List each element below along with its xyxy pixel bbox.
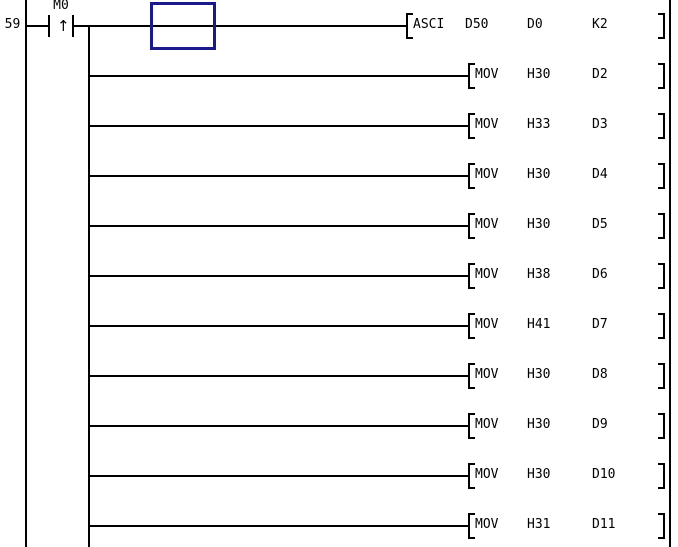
instruction-operand-2[interactable]: D5 bbox=[592, 217, 608, 232]
instruction-close-bracket bbox=[658, 163, 665, 189]
instruction-open-bracket bbox=[468, 463, 475, 489]
instruction-open-bracket bbox=[468, 213, 475, 239]
instruction-close-bracket bbox=[658, 413, 665, 439]
instruction-open-bracket bbox=[468, 163, 475, 189]
rung-wire-branch bbox=[88, 275, 468, 277]
left-power-rail bbox=[25, 0, 27, 547]
rung-wire-branch bbox=[88, 525, 468, 527]
contact-m0[interactable]: ↑ bbox=[48, 15, 74, 37]
instruction-close-bracket bbox=[658, 63, 665, 89]
instruction-operand-1[interactable]: D50 bbox=[465, 17, 489, 32]
instruction-close-bracket bbox=[658, 313, 665, 339]
instruction-mnemonic[interactable]: MOV bbox=[475, 217, 499, 232]
instruction-mnemonic[interactable]: MOV bbox=[475, 117, 499, 132]
instruction-operand-3[interactable]: K2 bbox=[592, 17, 608, 32]
rung-number-59: 59 bbox=[4, 17, 21, 32]
selection-cursor-box[interactable] bbox=[150, 2, 216, 50]
instruction-open-bracket bbox=[468, 313, 475, 339]
instruction-operand-2[interactable]: D4 bbox=[592, 167, 608, 182]
contact-left-bar bbox=[48, 15, 50, 37]
instruction-mnemonic[interactable]: MOV bbox=[475, 367, 499, 382]
instruction-mnemonic[interactable]: MOV bbox=[475, 67, 499, 82]
instruction-mnemonic[interactable]: MOV bbox=[475, 317, 499, 332]
instruction-operand-1[interactable]: H31 bbox=[527, 517, 551, 532]
instruction-close-bracket bbox=[658, 363, 665, 389]
branch-bus-vertical-line bbox=[88, 25, 90, 547]
instruction-operand-2[interactable]: D3 bbox=[592, 117, 608, 132]
instruction-close-bracket bbox=[658, 463, 665, 489]
instruction-close-bracket bbox=[658, 113, 665, 139]
instruction-operand-2[interactable]: D7 bbox=[592, 317, 608, 332]
instruction-operand-1[interactable]: H33 bbox=[527, 117, 551, 132]
rung-wire-branch bbox=[88, 225, 468, 227]
up-arrow-icon: ↑ bbox=[57, 17, 70, 35]
instruction-operand-1[interactable]: H30 bbox=[527, 217, 551, 232]
instruction-operand-1[interactable]: H30 bbox=[527, 417, 551, 432]
instruction-mnemonic[interactable]: MOV bbox=[475, 467, 499, 482]
rung-wire-contact-to-instruction bbox=[74, 25, 406, 27]
instruction-open-bracket bbox=[406, 13, 413, 39]
instruction-open-bracket bbox=[468, 513, 475, 539]
instruction-mnemonic[interactable]: MOV bbox=[475, 167, 499, 182]
instruction-operand-2[interactable]: D9 bbox=[592, 417, 608, 432]
contact-right-bar bbox=[72, 15, 74, 37]
instruction-open-bracket bbox=[468, 363, 475, 389]
instruction-close-bracket bbox=[658, 213, 665, 239]
instruction-open-bracket bbox=[468, 63, 475, 89]
rung-wire-branch bbox=[88, 325, 468, 327]
instruction-operand-2[interactable]: D0 bbox=[527, 17, 543, 32]
instruction-operand-2[interactable]: D2 bbox=[592, 67, 608, 82]
instruction-open-bracket bbox=[468, 263, 475, 289]
rung-wire-branch bbox=[88, 475, 468, 477]
instruction-operand-2[interactable]: D8 bbox=[592, 367, 608, 382]
instruction-operand-1[interactable]: H30 bbox=[527, 67, 551, 82]
rung-wire-branch bbox=[88, 175, 468, 177]
instruction-mnemonic[interactable]: MOV bbox=[475, 517, 499, 532]
instruction-operand-2[interactable]: D6 bbox=[592, 267, 608, 282]
rung-wire-branch bbox=[88, 75, 468, 77]
instruction-mnemonic[interactable]: ASCI bbox=[413, 17, 445, 32]
instruction-open-bracket bbox=[468, 413, 475, 439]
instruction-close-bracket bbox=[658, 513, 665, 539]
instruction-mnemonic[interactable]: MOV bbox=[475, 417, 499, 432]
contact-label-m0: M0 bbox=[53, 0, 69, 13]
rung-wire-rail-to-contact bbox=[25, 25, 48, 27]
instruction-close-bracket bbox=[658, 13, 665, 39]
instruction-operand-2[interactable]: D10 bbox=[592, 467, 616, 482]
instruction-open-bracket bbox=[468, 113, 475, 139]
instruction-operand-1[interactable]: H38 bbox=[527, 267, 551, 282]
instruction-mnemonic[interactable]: MOV bbox=[475, 267, 499, 282]
instruction-close-bracket bbox=[658, 263, 665, 289]
rung-wire-branch bbox=[88, 125, 468, 127]
rung-wire-branch bbox=[88, 375, 468, 377]
right-power-rail bbox=[669, 0, 671, 547]
instruction-operand-1[interactable]: H30 bbox=[527, 367, 551, 382]
instruction-operand-1[interactable]: H30 bbox=[527, 467, 551, 482]
instruction-operand-1[interactable]: H30 bbox=[527, 167, 551, 182]
instruction-operand-2[interactable]: D11 bbox=[592, 517, 616, 532]
rung-wire-branch bbox=[88, 425, 468, 427]
instruction-operand-1[interactable]: H41 bbox=[527, 317, 551, 332]
